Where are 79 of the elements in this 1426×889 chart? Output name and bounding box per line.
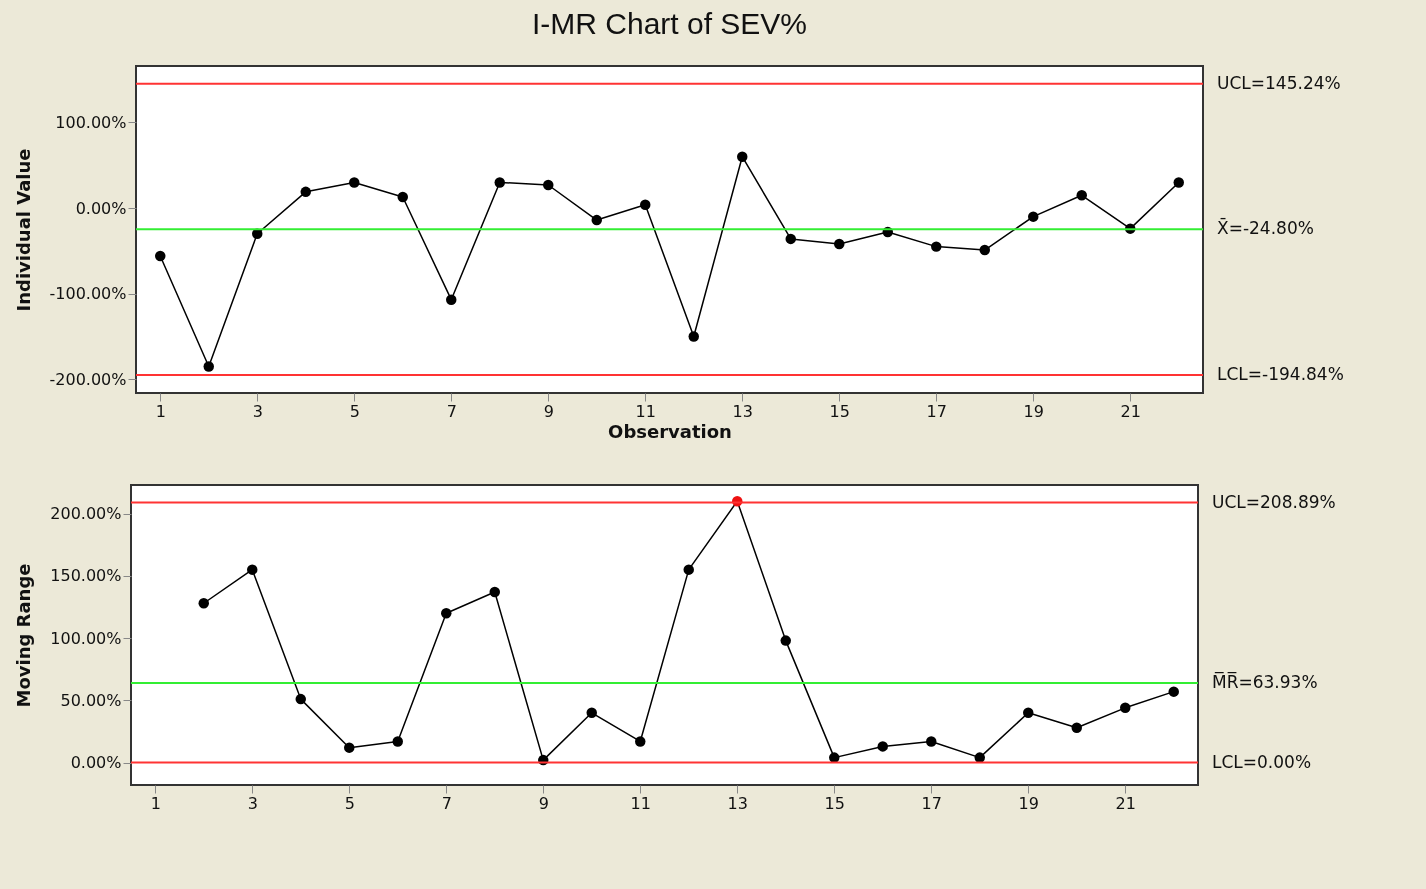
point (494, 177, 505, 188)
point (295, 693, 306, 705)
x-tick-label: 19 (1018, 793, 1039, 813)
point (392, 736, 403, 747)
point (300, 186, 311, 198)
point (489, 586, 500, 598)
point (446, 294, 457, 305)
x-tick-label: 7 (446, 401, 457, 421)
point (1023, 707, 1034, 719)
x-tick-label: 5 (349, 401, 360, 421)
x-tick-label: 19 (1023, 401, 1044, 421)
ref-line-label: UCL=208.89% (1212, 491, 1336, 512)
point (635, 736, 646, 747)
x-tick-label: 1 (155, 401, 166, 421)
x-tick-label: 11 (635, 401, 656, 421)
x-tick-label: 7 (441, 793, 452, 813)
point (1168, 686, 1179, 697)
x-tick-label: 17 (921, 793, 942, 813)
x-tick-label: 13 (727, 793, 748, 813)
point (640, 199, 651, 210)
point (1120, 702, 1131, 714)
point (591, 214, 602, 226)
point (349, 177, 360, 188)
point (1076, 190, 1087, 201)
point (1173, 177, 1184, 188)
point (780, 635, 791, 646)
x-tick-label: 13 (732, 401, 753, 421)
point (829, 752, 840, 763)
y-tick-label: 200.00% (50, 504, 122, 524)
point (877, 741, 888, 752)
point (397, 191, 408, 203)
point (974, 752, 985, 763)
point (931, 241, 942, 252)
point (203, 361, 214, 372)
y-tick-label: -200.00% (49, 369, 127, 389)
point (785, 233, 796, 245)
x-axis-title: Observation (608, 420, 732, 442)
ref-line-label: LCL=-194.84% (1217, 363, 1344, 384)
point (926, 736, 937, 747)
x-tick-label: 15 (824, 793, 845, 813)
ref-line-label: X̄=-24.80% (1217, 217, 1314, 239)
point (247, 564, 258, 575)
y-axis-title: Moving Range (13, 563, 35, 708)
x-tick-label: 3 (252, 401, 263, 421)
x-tick-label: 21 (1115, 793, 1136, 813)
ref-line-label: M̅R̅=63.93% (1212, 670, 1318, 693)
point (543, 179, 554, 191)
y-tick-label: 0.00% (75, 198, 127, 218)
point (1071, 722, 1082, 733)
y-tick-label: 0.00% (70, 753, 122, 773)
x-tick-label: 1 (150, 793, 161, 813)
point (441, 607, 452, 619)
x-tick-label: 9 (538, 793, 549, 813)
x-tick-label: 11 (630, 793, 651, 813)
point (344, 742, 355, 753)
point (198, 598, 209, 609)
point (737, 151, 748, 162)
ref-line-label: LCL=0.00% (1212, 751, 1312, 772)
x-tick-label: 3 (247, 793, 258, 813)
y-tick-label: 100.00% (55, 113, 127, 132)
point (1028, 211, 1039, 222)
y-axis-title: Individual Value (12, 148, 34, 312)
y-tick-label: 50.00% (60, 690, 122, 710)
x-tick-label: 17 (926, 401, 947, 421)
point (683, 564, 694, 575)
x-tick-label: 5 (344, 793, 355, 813)
x-tick-label: 15 (829, 401, 850, 421)
chart-title: I-MR Chart of SEV% (531, 7, 808, 40)
point (834, 238, 845, 250)
point (979, 244, 990, 256)
point (586, 707, 597, 719)
y-tick-label: 100.00% (50, 628, 122, 648)
ref-line-label: UCL=145.24% (1217, 72, 1341, 93)
point (155, 250, 166, 262)
y-tick-label: -100.00% (49, 284, 127, 304)
y-tick-label: 150.00% (50, 566, 122, 586)
x-tick-label: 21 (1120, 401, 1141, 421)
point (688, 331, 699, 342)
x-tick-label: 9 (543, 401, 554, 421)
